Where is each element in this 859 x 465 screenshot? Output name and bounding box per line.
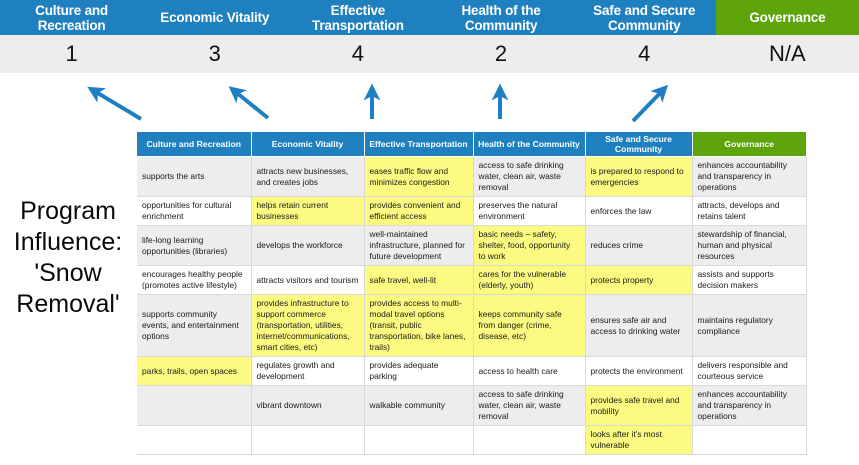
caption-line-2: Influence: [13,228,123,256]
arrow-icon-5 [631,84,669,123]
scorecard-value-health-of-the-community: 2 [429,35,573,73]
matrix-cell: access to health care [473,356,586,386]
arrow-group [87,83,669,123]
matrix-cell: attracts visitors and tourism [251,265,365,295]
table-row: opportunities for cultural enrichment hel… [137,196,807,226]
matrix-cell: assists and supports decision makers [692,265,807,295]
matrix-cell: life-long learning opportunities (librar… [137,225,252,266]
matrix-cell [137,385,252,426]
matrix-cell: basic needs – safety, shelter, food, opp… [473,225,586,266]
matrix-cell: encourages healthy people (promotes acti… [137,265,252,295]
matrix-cell: well-maintained infrastructure, planned … [364,225,474,266]
influence-matrix: Culture and Recreation Economic Vitality… [137,132,807,455]
matrix-cell: enforces the law [585,196,693,226]
matrix-cell: preserves the natural environment [473,196,586,226]
matrix-cell: protects property [585,265,693,295]
arrow-icon-1 [87,86,143,121]
matrix-cell: regulates growth and development [251,356,365,386]
matrix-cell: provides safe travel and mobility [585,385,693,426]
matrix-cell: opportunities for cultural enrichment [137,196,252,226]
caption-line-3: 'Snow [34,259,102,287]
matrix-cell: parks, trails, open spaces [137,356,252,386]
scorecard-header-safe-and-secure-community: Safe and Secure Community [572,0,716,35]
caption-line-4: Removal' [16,290,120,318]
table-row: vibrant downtown walkable community access… [137,385,807,426]
scorecard-header-governance: Governance [715,0,859,35]
table-row: encourages healthy people (promotes acti… [137,265,807,295]
table-row: looks after it's most vulnerable [137,425,807,455]
matrix-cell: provides access to multi-modal travel op… [364,294,474,357]
matrix-cell: helps retain current businesses [251,196,365,226]
scorecard-header-culture-and-recreation: Culture and Recreation [0,0,144,35]
matrix-cell [137,425,252,455]
matrix-header-culture-and-recreation: Culture and Recreation [137,132,252,157]
matrix-cell: enhances accountability and transparency… [692,385,807,426]
matrix-cell: keeps community safe from danger (crime,… [473,294,586,357]
matrix-cell: cares for the vulnerable (elderly, youth… [473,265,586,295]
matrix-header-safe-and-secure-community: Safe and Secure Community [585,132,693,157]
caption-line-1: Program [20,197,116,225]
matrix-cell: vibrant downtown [251,385,365,426]
scorecard-value-safe-and-secure-community: 4 [572,35,716,73]
matrix-cell: maintains regulatory compliance [692,294,807,357]
matrix-cell: enhances accountability and transparency… [692,156,807,197]
program-influence-caption: Program Influence: 'Snow Removal' [2,196,134,320]
matrix-cell: provides infrastructure to support comme… [251,294,365,357]
table-row: parks, trails, open spaces regulates grow… [137,356,807,386]
matrix-cell: looks after it's most vulnerable [585,425,693,455]
matrix-header-health-of-the-community: Health of the Community [473,132,586,157]
matrix-body: supports the arts attracts new businesses… [137,156,807,455]
matrix-header-economic-vitality: Economic Vitality [251,132,365,157]
matrix-cell: attracts, develops and retains talent [692,196,807,226]
matrix-cell: provides adequate parking [364,356,474,386]
matrix-cell [251,425,365,455]
table-row: supports the arts attracts new businesses… [137,156,807,197]
matrix-cell: access to safe drinking water, clean air… [473,385,586,426]
matrix-cell: delivers responsible and courteous servi… [692,356,807,386]
matrix-cell: access to safe drinking water, clean air… [473,156,586,197]
matrix-cell: develops the workforce [251,225,365,266]
table-row: life-long learning opportunities (librar… [137,225,807,266]
matrix-cell: provides convenient and efficient access [364,196,474,226]
matrix-header-governance: Governance [692,132,806,157]
scorecard-value-governance: N/A [715,35,859,73]
matrix-cell: stewardship of financial, human and phys… [692,225,807,266]
scorecard-header-economic-vitality: Economic Vitality [143,0,287,35]
matrix-cell [692,425,807,455]
matrix-cell: supports community events, and entertain… [137,294,252,357]
table-row: supports community events, and entertain… [137,294,807,357]
matrix-cell: attracts new businesses, and creates job… [251,156,365,197]
scorecard-banner: Culture and Recreation Economic Vitality… [0,0,859,73]
matrix-cell: eases traffic flow and minimizes congest… [364,156,474,197]
matrix-cell: supports the arts [137,156,252,197]
matrix-cell: ensures safe air and access to drinking … [585,294,693,357]
matrix-cell: walkable community [364,385,474,426]
scorecard-value-culture-and-recreation: 1 [0,35,144,73]
matrix-header-row: Culture and Recreation Economic Vitality… [137,132,806,157]
matrix-header-effective-transportation: Effective Transportation [364,132,474,157]
matrix-cell: safe travel, well-lit [364,265,474,295]
matrix-cell: is prepared to respond to emergencies [585,156,693,197]
matrix-cell: protects the environment [585,356,693,386]
influence-matrix-wrapper: Culture and Recreation Economic Vitality… [137,132,807,455]
arrow-icon-2 [228,86,270,120]
scorecard-value-economic-vitality: 3 [143,35,287,73]
scorecard-header-row: Culture and Recreation Economic Vitality… [0,0,859,35]
scorecard-header-health-of-the-community: Health of the Community [429,0,573,35]
scorecard-header-effective-transportation: Effective Transportation [286,0,430,35]
scorecard-value-effective-transportation: 4 [286,35,430,73]
matrix-cell: reduces crime [585,225,693,266]
matrix-cell [473,425,586,455]
matrix-cell [364,425,474,455]
scorecard-value-row: 1 3 4 2 4 N/A [0,35,859,73]
